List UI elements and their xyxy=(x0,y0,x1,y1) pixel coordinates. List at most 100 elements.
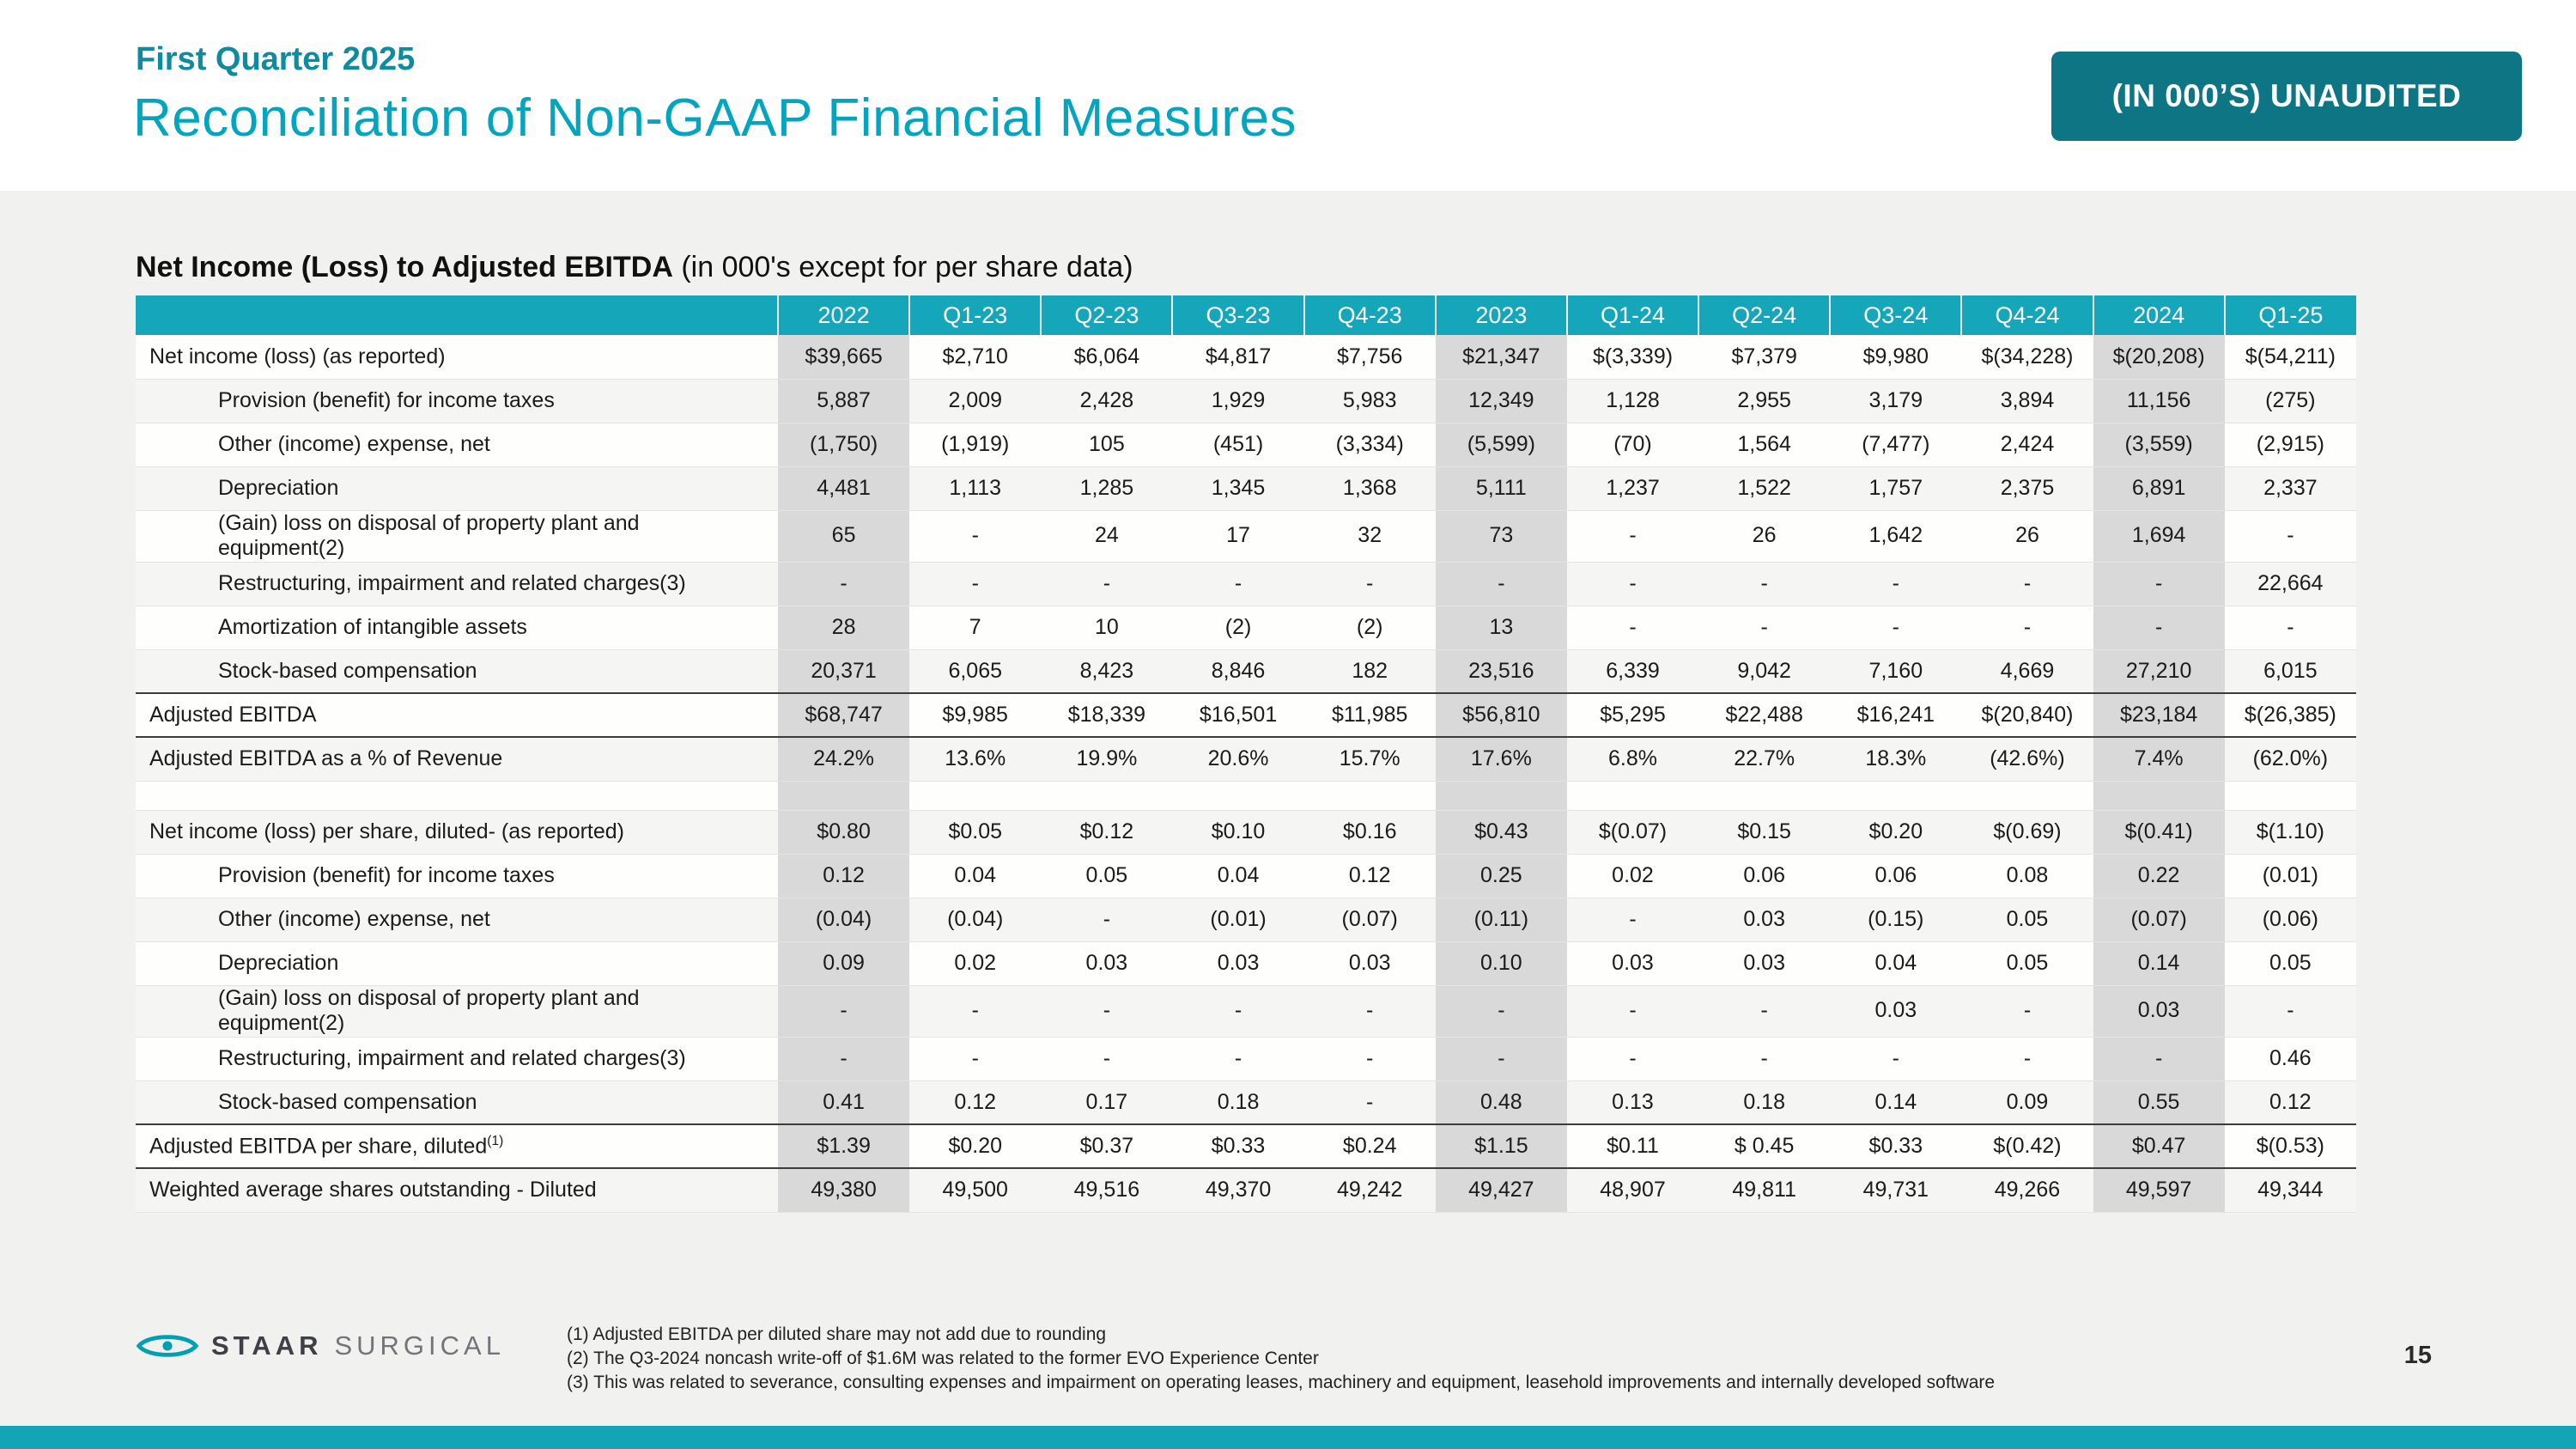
column-header: Q1-23 xyxy=(908,295,1042,335)
value-cell: 5,111 xyxy=(1435,466,1567,511)
value-cell: $18,339 xyxy=(1041,692,1173,738)
value-cell: 0.04 xyxy=(909,854,1042,898)
value-cell: $0.80 xyxy=(778,810,910,855)
table-row: Provision (benefit) for income taxes 0.12… xyxy=(136,854,2356,898)
value-cell: 1,368 xyxy=(1303,466,1436,511)
row-label xyxy=(136,781,778,811)
value-cell: $1.39 xyxy=(778,1123,910,1169)
value-cell: 0.09 xyxy=(1961,1081,2093,1125)
row-label: Net income (loss) (as reported) xyxy=(136,335,778,380)
value-cell: $6,064 xyxy=(1041,335,1173,380)
value-cell: - xyxy=(1961,606,2093,650)
value-cell: $9,980 xyxy=(1830,335,1962,380)
value-cell xyxy=(1830,781,1962,811)
value-cell: - xyxy=(2093,1037,2225,1081)
value-cell: 28 xyxy=(778,606,910,650)
logo-text-surgical: SURGICAL xyxy=(334,1330,505,1361)
value-cell: - xyxy=(1830,606,1962,650)
value-cell: $(1.10) xyxy=(2224,810,2356,855)
value-cell: 0.12 xyxy=(909,1081,1042,1125)
value-cell: - xyxy=(2224,985,2356,1038)
row-label: Weighted average shares outstanding - Di… xyxy=(136,1168,778,1213)
value-cell: - xyxy=(2224,606,2356,650)
value-cell: - xyxy=(1830,1037,1962,1081)
table-row: Restructuring, impairment and related ch… xyxy=(136,562,2356,606)
value-cell: (0.07) xyxy=(1303,898,1436,942)
value-cell: $(0.53) xyxy=(2224,1123,2356,1169)
value-cell: (275) xyxy=(2224,379,2356,423)
value-cell: 1,345 xyxy=(1172,466,1304,511)
row-label: Net income (loss) per share, diluted- (a… xyxy=(136,810,778,855)
value-cell: 0.14 xyxy=(2093,941,2225,986)
table-row: Net income (loss) (as reported) $39,665 $2… xyxy=(136,335,2356,380)
value-cell: 49,266 xyxy=(1961,1168,2093,1213)
value-cell: 1,113 xyxy=(909,466,1042,511)
value-cell: 0.03 xyxy=(1698,898,1831,942)
value-cell: (2) xyxy=(1303,606,1436,650)
value-cell: $0.37 xyxy=(1041,1123,1173,1169)
value-cell: 0.25 xyxy=(1435,854,1567,898)
footnote: (2) The Q3-2024 noncash write-off of $1.… xyxy=(567,1349,1319,1368)
value-cell: 15.7% xyxy=(1303,737,1436,782)
value-cell: - xyxy=(778,985,910,1038)
table-body: Net income (loss) (as reported) $39,665 $2… xyxy=(136,335,2356,1213)
value-cell: (3,334) xyxy=(1303,423,1436,467)
value-cell: $0.15 xyxy=(1698,810,1831,855)
value-cell: $(54,211) xyxy=(2224,335,2356,380)
value-cell: $4,817 xyxy=(1172,335,1304,380)
value-cell: $2,710 xyxy=(909,335,1042,380)
value-cell: $(20,840) xyxy=(1961,692,2093,738)
value-cell: - xyxy=(909,985,1042,1038)
value-cell: 0.05 xyxy=(1961,941,2093,986)
row-label: Other (income) expense, net xyxy=(136,423,778,467)
column-header: Q4-24 xyxy=(1960,295,2093,335)
value-cell: 49,370 xyxy=(1172,1168,1304,1213)
value-cell: 0.12 xyxy=(1303,854,1436,898)
footnotes: (1) Adjusted EBITDA per diluted share ma… xyxy=(567,1323,2129,1395)
value-cell: - xyxy=(1435,562,1567,606)
value-cell: - xyxy=(1303,985,1436,1038)
value-cell: $39,665 xyxy=(778,335,910,380)
value-cell: 2,424 xyxy=(1961,423,2093,467)
value-cell: - xyxy=(1566,606,1699,650)
value-cell: $(26,385) xyxy=(2224,692,2356,738)
value-cell: 0.05 xyxy=(2224,941,2356,986)
value-cell: 49,516 xyxy=(1041,1168,1173,1213)
value-cell: 65 xyxy=(778,510,910,563)
table-row: Adjusted EBITDA as a % of Revenue 24.2% 13… xyxy=(136,737,2356,782)
value-cell: $(20,208) xyxy=(2093,335,2225,380)
value-cell: $0.05 xyxy=(909,810,1042,855)
value-cell: 10 xyxy=(1041,606,1173,650)
value-cell: 3,179 xyxy=(1830,379,1962,423)
value-cell: 6,339 xyxy=(1566,649,1699,694)
row-label: Adjusted EBITDA as a % of Revenue xyxy=(136,737,778,782)
value-cell: $5,295 xyxy=(1566,692,1699,738)
value-cell: 0.05 xyxy=(1041,854,1173,898)
value-cell: - xyxy=(778,1037,910,1081)
value-cell: - xyxy=(1698,985,1831,1038)
table-row: Depreciation 0.09 0.02 0.03 0.03 0.03 0.10 0.03… xyxy=(136,941,2356,986)
value-cell: - xyxy=(1698,1037,1831,1081)
value-cell: $0.16 xyxy=(1303,810,1436,855)
value-cell: 8,423 xyxy=(1041,649,1173,694)
value-cell xyxy=(2093,781,2225,811)
value-cell: 105 xyxy=(1041,423,1173,467)
value-cell: (0.01) xyxy=(1172,898,1304,942)
value-cell: 182 xyxy=(1303,649,1436,694)
value-cell: (1,750) xyxy=(778,423,910,467)
value-cell: $(0.41) xyxy=(2093,810,2225,855)
value-cell: 20.6% xyxy=(1172,737,1304,782)
value-cell: 22.7% xyxy=(1698,737,1831,782)
table-row: Net income (loss) per share, diluted- (a… xyxy=(136,810,2356,855)
footnote: (3) This was related to severance, consu… xyxy=(567,1373,1996,1392)
column-header: Q3-24 xyxy=(1829,295,1962,335)
value-cell: - xyxy=(909,510,1042,563)
value-cell: - xyxy=(1961,562,2093,606)
value-cell xyxy=(2224,781,2356,811)
value-cell: $1.15 xyxy=(1435,1123,1567,1169)
value-cell: 1,564 xyxy=(1698,423,1831,467)
row-label: Restructuring, impairment and related ch… xyxy=(136,562,778,606)
value-cell: 0.03 xyxy=(1698,941,1831,986)
value-cell: $7,756 xyxy=(1303,335,1436,380)
value-cell: 0.48 xyxy=(1435,1081,1567,1125)
